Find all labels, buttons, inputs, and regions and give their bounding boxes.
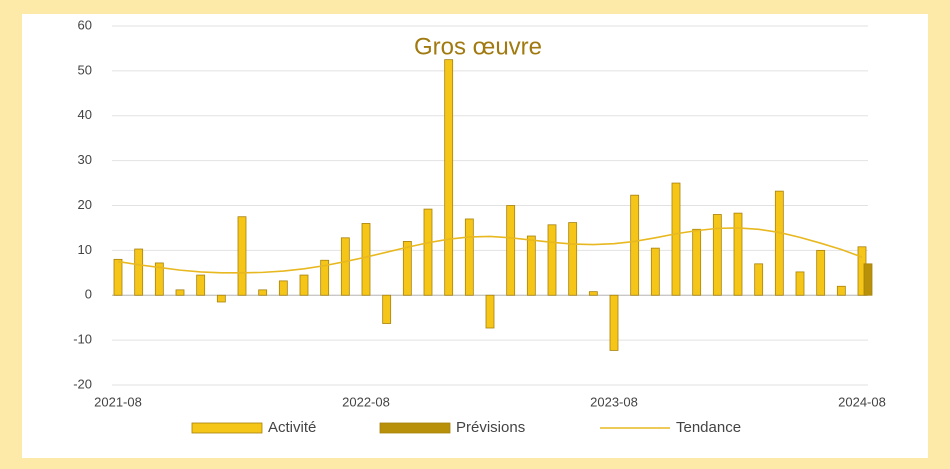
- bar: [795, 271, 805, 296]
- bar: [196, 274, 206, 296]
- legend-swatch: [191, 422, 263, 434]
- bar: [754, 263, 764, 296]
- bar: [485, 294, 495, 329]
- bar: [588, 291, 598, 296]
- bar: [547, 224, 557, 296]
- bar: [568, 222, 578, 296]
- bar: [423, 208, 433, 296]
- legend-label: Prévisions: [456, 419, 525, 436]
- legend-swatch: [379, 422, 451, 434]
- bar: [816, 249, 826, 296]
- legend-label: Activité: [268, 419, 316, 436]
- bar: [692, 228, 702, 296]
- bar: [444, 59, 454, 296]
- bar: [299, 274, 309, 296]
- bar: [712, 214, 722, 296]
- y-tick-label: -20: [73, 376, 92, 391]
- bar: [506, 205, 516, 296]
- y-tick-label: -10: [73, 332, 92, 347]
- y-tick-label: 20: [78, 197, 92, 212]
- chart-title: Gros œuvre: [414, 33, 542, 60]
- bar: [340, 237, 350, 296]
- y-tick-label: 50: [78, 62, 92, 77]
- x-tick-label: 2022-08: [342, 394, 390, 409]
- bar: [113, 258, 123, 296]
- bar: [278, 280, 288, 296]
- bar: [237, 216, 247, 296]
- bar: [402, 240, 412, 296]
- bar: [216, 294, 226, 303]
- bar: [464, 218, 474, 296]
- x-tick-label: 2024-08: [838, 394, 886, 409]
- y-tick-label: 30: [78, 152, 92, 167]
- bar: [733, 212, 743, 296]
- y-tick-label: 60: [78, 17, 92, 32]
- bar: [774, 190, 784, 296]
- y-tick-label: 40: [78, 107, 92, 122]
- legend-label: Tendance: [676, 419, 741, 436]
- bar: [526, 235, 536, 296]
- bar: [175, 289, 185, 296]
- bar: [650, 247, 660, 296]
- bar: [382, 294, 392, 324]
- trend-line: [117, 227, 863, 274]
- y-tick-label: 0: [85, 287, 92, 302]
- x-tick-label: 2021-08: [94, 394, 142, 409]
- bar: [630, 194, 640, 296]
- x-tick-label: 2023-08: [590, 394, 638, 409]
- bar: [320, 259, 330, 296]
- bar: [609, 294, 619, 351]
- bar: [836, 285, 846, 296]
- bar: [154, 262, 164, 296]
- y-tick-label: 10: [78, 242, 92, 257]
- bar: [258, 289, 268, 296]
- bar: [361, 223, 371, 296]
- bar: [134, 248, 144, 296]
- bar: [863, 263, 873, 296]
- bar: [671, 182, 681, 296]
